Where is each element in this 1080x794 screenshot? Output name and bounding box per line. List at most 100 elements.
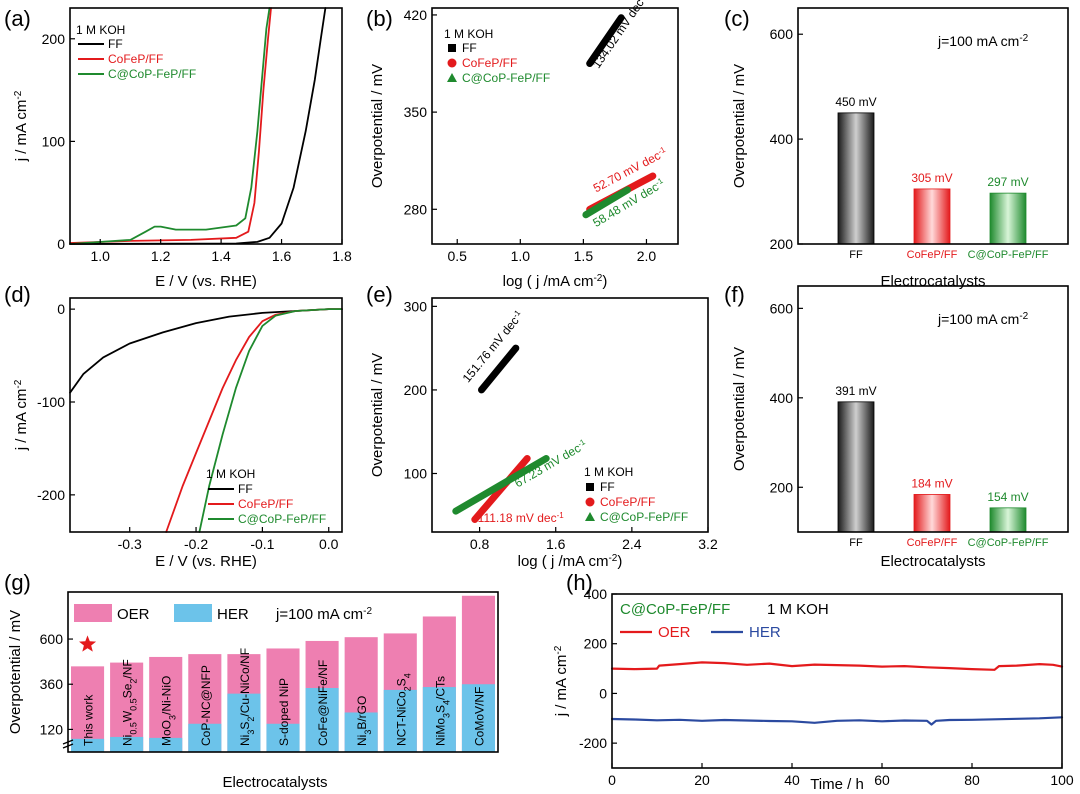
panel-g-category-part: /Ni-NiO [160,676,174,715]
panel-h-ylabel-text: j / mA cm [553,655,570,718]
panel-g-her-bar [422,687,456,752]
panel-d-xtick-label: -0.2 [184,536,208,552]
panel-g-category-label: Ni3B/rGO [355,696,373,746]
panel-b-ytick-label: 280 [404,201,428,217]
panel-h-ytick-label: -200 [579,735,607,751]
panel-g-her-bar [383,689,417,752]
panel-c-category-label: CoFeP/FF [907,249,958,261]
panel-b-xtick-label: 0.5 [447,248,467,264]
panel-g-category-part: This work [82,694,96,746]
panel-g-category-label: CoFe@NiFe/NF [316,660,330,746]
panel-a-legend-title: 1 M KOH [76,23,125,37]
panel-e-annotation-text: 111.18 mV dec [478,511,557,525]
panel-g-frame [67,591,499,753]
panel-d-legend-entry: CoFeP/FF [238,497,293,511]
panel-c-ylabel: Overpotential / mV [731,64,748,188]
panel-h-xtick-label: 0 [608,772,616,788]
panel-b-frame [431,7,679,245]
panel-g-note-sup: -2 [363,606,372,617]
panel-f-ylabel: Overpotential / mV [731,347,748,471]
panel-a-xtick-label: 1.2 [151,248,171,264]
panel-g-her-bar [71,738,105,752]
panel-e-series-ccop [452,455,550,515]
panel-g-legend-oer-swatch [74,604,112,622]
panel-f-bar-ff [837,401,875,533]
panel-g-category-label: MoO3/Ni-NiO [160,676,178,746]
panel-d-frame [69,297,343,533]
panel-h-legend-oer: OER [658,624,691,641]
panel-g-category-part: 3 [363,730,373,735]
panel-c-ytick-label: 600 [770,26,794,42]
panel-f-xlabel: Electrocatalysts [880,553,985,570]
panel-g-category-part: W [121,710,135,722]
panel-g-this-work-star [79,635,97,652]
panel-h-ylabel: j / mA cm-2 [553,645,571,717]
panel-b-legend-entry: C@CoP-FeP/FF [462,71,550,85]
panel-e-xlabel-sup: -2 [608,553,617,564]
panel-a-ytick-label: 0 [57,236,65,252]
panel-g-category-part: B/rGO [355,696,369,730]
panel-g-category-part: 2 [402,686,412,691]
panel-c-category-label: FF [849,249,863,261]
panel-e-xlabel-text: log ( j /mA cm [518,553,609,570]
panel-d-xlabel: E / V (vs. RHE) [155,553,257,570]
panel-g-category-part: CoMoV/NF [472,687,486,746]
panel-a-frame [69,7,343,245]
panel-c-frame [797,7,1069,245]
panel-g-category-part: 0.5 [129,722,139,735]
panel-a-ylabel-text: j / mA cm [13,100,30,163]
panel-g-her-bar [305,688,339,752]
panel-g-category-label: This work [82,694,96,746]
panel-g-category-label: Ni3S2/Cu-NiCo/NF [238,648,256,746]
panel-c-note-text: j=100 mA cm [937,33,1019,49]
panel-d-ytick-label: -100 [37,394,65,410]
panel-e-legend-title: 1 M KOH [584,465,633,479]
panel-h-xlabel: Time / h [810,776,864,793]
panel-c-ytick-label: 400 [770,131,794,147]
panel-b-annotation-sup: -1 [656,144,667,156]
panel-g-her-bar [344,712,378,752]
panel-h-legend-her: HER [749,624,781,641]
panel-f-bar-cofep [913,494,951,533]
panel-c-note: j=100 mA cm-2 [937,33,1029,50]
panel-h-series-her [610,716,1064,726]
panel-e-xtick-label: 0.8 [470,536,490,552]
panel-g-category-label: NCT-NiCo2S4 [394,673,412,746]
panel-b-legend-marker [448,44,456,52]
panel-g-category-label: S-doped NiP [277,678,291,746]
panel-g-ytick-label: 120 [40,721,64,737]
panel-g-category-label: CoP-NC@NFP [199,665,213,746]
panel-c-xlabel: Electrocatalysts [880,273,985,290]
panel-e-legend-marker [586,483,594,491]
panel-h-xtick-label: 20 [694,772,710,788]
panel-h-title-catalyst: C@CoP-FeP/FF [620,601,730,618]
panel-a-ytick-label: 100 [42,133,66,149]
panel-b-xtick-label: 1.0 [511,248,531,264]
panel-b-ylabel: Overpotential / mV [369,64,386,188]
panel-h-series-oer [610,661,1064,671]
panel-label-f: (f) [724,282,745,307]
panel-e-legend-marker [585,497,595,507]
panel-b-annotation-sup: -1 [654,175,665,187]
panel-a-xtick-label: 1.4 [211,248,231,264]
panel-g-category-part: 3 [441,713,451,718]
panel-a-legend-entry: C@CoP-FeP/FF [108,67,196,81]
panel-d-xtick-label: -0.1 [250,536,274,552]
panel-b-xlabel-close: ) [602,273,607,290]
panel-a-xtick-label: 1.6 [272,248,292,264]
panel-g-category-part: CoP-NC@NFP [199,665,213,746]
panel-h-ytick-label: 0 [599,685,607,701]
panel-c-bar-value-label: 305 mV [911,171,952,185]
panel-a-xlabel: E / V (vs. RHE) [155,273,257,290]
panel-g-xlabel: Electrocatalysts [222,774,327,791]
panel-a-legend-entry: FF [108,37,123,51]
panel-g-her-bar [149,737,183,752]
panel-e-xtick-label: 1.6 [546,536,566,552]
panel-g-category-part: S [394,678,408,686]
panel-g-category-label: CoMoV/NF [472,687,486,746]
panel-d-ylabel: j / mA cm-2 [13,379,31,451]
panel-c-note-sup: -2 [1019,33,1028,44]
panel-b-annotation-sup: -1 [635,0,647,1]
